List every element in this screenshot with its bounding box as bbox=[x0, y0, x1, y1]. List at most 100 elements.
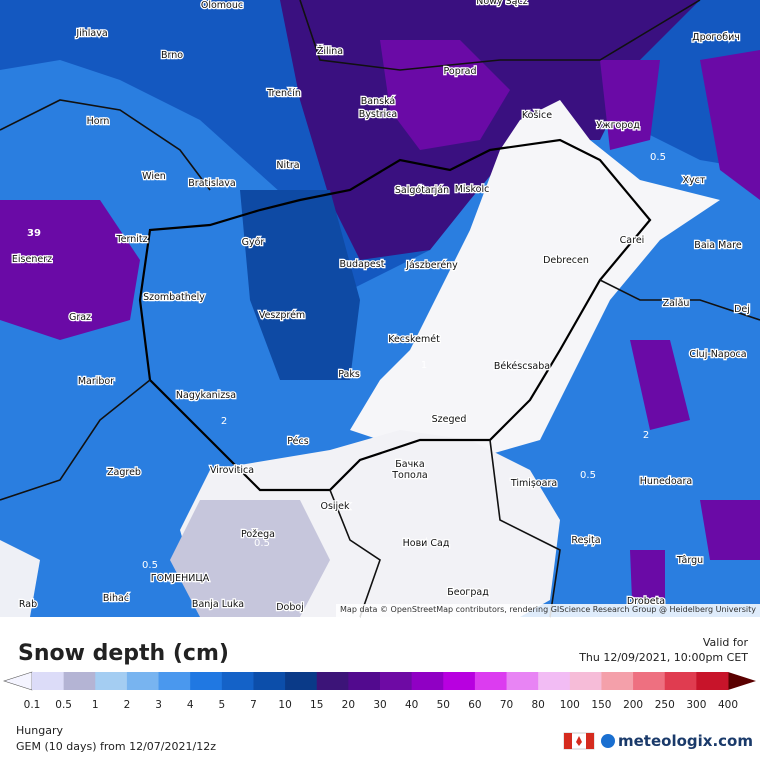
legend-tick-label: 10 bbox=[278, 699, 291, 711]
city-label: Zalău bbox=[663, 298, 690, 309]
legend-tick-label: 0.1 bbox=[24, 699, 41, 711]
city-label: Virovitica bbox=[210, 465, 254, 476]
legend-swatch bbox=[538, 672, 571, 690]
contour-label: 39 bbox=[27, 228, 41, 239]
legend-title: Snow depth (cm) bbox=[18, 641, 229, 666]
city-label: Szeged bbox=[432, 414, 467, 425]
city-label: Miskolc bbox=[455, 184, 490, 195]
city-label: Хуст bbox=[683, 175, 706, 186]
city-label: Požega bbox=[241, 529, 275, 540]
city-label: Budapest bbox=[340, 259, 385, 270]
city-label: Bratislava bbox=[188, 178, 235, 189]
legend-tick-label: 400 bbox=[718, 699, 738, 711]
legend-tick-label: 150 bbox=[591, 699, 611, 711]
city-label: Nagykanizsa bbox=[176, 390, 236, 401]
legend-tick-label: 60 bbox=[468, 699, 481, 711]
legend-tick-label: 50 bbox=[437, 699, 450, 711]
contour-label: 0.5 bbox=[142, 560, 158, 571]
city-label: Târgu bbox=[676, 555, 703, 566]
legend-tick-label: 2 bbox=[124, 699, 131, 711]
city-label: Žilina bbox=[317, 45, 343, 57]
legend-swatch bbox=[253, 672, 286, 690]
city-label: Pécs bbox=[287, 436, 308, 447]
model-run: GEM (10 days) from 12/07/2021/12z bbox=[16, 740, 216, 753]
legend-tick-label: 300 bbox=[686, 699, 706, 711]
contour-label: 1 bbox=[421, 360, 427, 371]
legend-tick-label: 40 bbox=[405, 699, 418, 711]
brand: meteologix.com bbox=[618, 732, 753, 750]
legend-tick-label: 1 bbox=[92, 699, 99, 711]
city-label: Brno bbox=[161, 50, 183, 61]
city-label: Dej bbox=[734, 304, 750, 315]
city-label: Horn bbox=[87, 116, 110, 127]
city-label: Olomouc bbox=[201, 0, 243, 11]
contour-label: 0.5 bbox=[650, 152, 666, 163]
legend-swatch bbox=[126, 672, 160, 690]
valid-label: Valid for bbox=[703, 636, 749, 649]
city-label: Baia Mare bbox=[694, 240, 742, 251]
legend-tick-label: 5 bbox=[218, 699, 225, 711]
legend-tick-label: 0.5 bbox=[55, 699, 72, 711]
city-label: Hunedoara bbox=[640, 476, 692, 487]
contour-label: 2 bbox=[221, 416, 227, 427]
legend-swatch bbox=[380, 672, 413, 690]
legend-swatch bbox=[158, 672, 191, 690]
city-label: Paks bbox=[338, 369, 360, 380]
city-label: Osijek bbox=[320, 501, 350, 512]
legend-tick-label: 3 bbox=[155, 699, 162, 711]
city-label: Нови Сад bbox=[403, 538, 450, 549]
legend-swatch bbox=[411, 672, 444, 690]
city-label: Drobeta bbox=[627, 596, 665, 607]
legend-swatch bbox=[285, 672, 318, 690]
city-label: Graz bbox=[69, 312, 91, 323]
city-label: Београд bbox=[447, 587, 489, 598]
city-label: Reșița bbox=[571, 535, 600, 546]
legend-tick-label: 200 bbox=[623, 699, 643, 711]
legend-swatch bbox=[348, 672, 381, 690]
legend-swatch bbox=[601, 672, 634, 690]
legend-swatch bbox=[32, 672, 65, 690]
city-label: Nowy Sącz bbox=[476, 0, 527, 7]
legend-tick-label: 20 bbox=[342, 699, 355, 711]
legend-tick-label: 7 bbox=[250, 699, 257, 711]
city-label: Carei bbox=[620, 235, 645, 246]
city-label: Ternitz bbox=[115, 234, 147, 245]
city-label: Banja Luka bbox=[192, 599, 244, 610]
legend-high-arrow bbox=[728, 672, 756, 690]
legend-swatch bbox=[664, 672, 697, 690]
legend-low-arrow bbox=[3, 671, 33, 691]
legend-swatch bbox=[95, 672, 128, 690]
legend-swatch bbox=[443, 672, 476, 690]
legend-swatch bbox=[63, 672, 96, 690]
region: Hungary bbox=[16, 724, 63, 737]
legend-swatch bbox=[316, 672, 349, 690]
city-label: Banská bbox=[361, 96, 395, 107]
legend-tick-label: 15 bbox=[310, 699, 323, 711]
city-label: Debrecen bbox=[543, 255, 589, 266]
city-label: Jihlava bbox=[75, 28, 107, 39]
city-label: Poprad bbox=[444, 66, 477, 77]
city-label: Košice bbox=[522, 110, 552, 121]
map bbox=[0, 0, 760, 618]
city-label: Bystrica bbox=[359, 109, 397, 120]
city-label: Rab bbox=[19, 599, 37, 610]
contour-label: 0.5 bbox=[254, 538, 270, 549]
city-label: Kecskemét bbox=[388, 334, 440, 345]
city-label: Maribor bbox=[78, 376, 114, 387]
legend-swatch bbox=[696, 672, 729, 690]
city-label: Salgótarján bbox=[395, 185, 449, 196]
city-label: ГОМЈЕНИЦА bbox=[151, 573, 210, 584]
city-label: Győr bbox=[242, 237, 265, 248]
attribution: Map data © OpenStreetMap contributors, r… bbox=[340, 605, 756, 614]
city-label: Eisenerz bbox=[12, 254, 52, 265]
contour-label: 2 bbox=[643, 430, 649, 441]
legend-swatch bbox=[190, 672, 223, 690]
city-label: Дрогобич bbox=[692, 32, 740, 43]
legend-tick-label: 250 bbox=[655, 699, 675, 711]
city-label: Nitra bbox=[276, 160, 299, 171]
contour-label: 0.5 bbox=[580, 470, 596, 481]
legend-swatch bbox=[633, 672, 666, 690]
legend-swatch bbox=[506, 672, 539, 690]
city-label: Bihać bbox=[103, 593, 129, 604]
